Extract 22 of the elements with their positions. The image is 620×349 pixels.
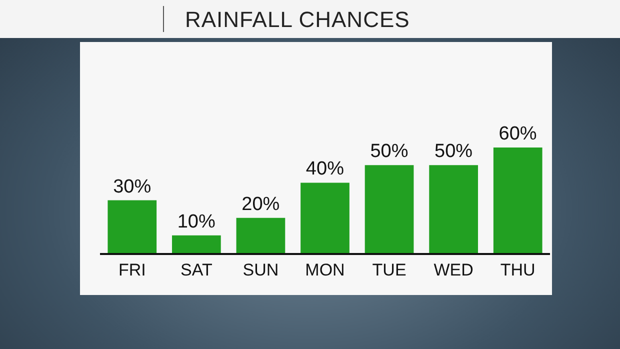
data-label: 30% — [113, 176, 152, 198]
data-label: 20% — [242, 194, 280, 215]
data-label: 40% — [306, 158, 344, 180]
chart-title: RAINFALL CHANCES — [185, 7, 410, 33]
bar — [236, 218, 286, 253]
x-tick-label: MON — [305, 260, 345, 280]
data-label: 60% — [498, 124, 537, 145]
x-tick-label: FRI — [118, 260, 146, 280]
x-tick-label: SAT — [180, 260, 212, 280]
bar — [108, 200, 157, 253]
bar — [429, 165, 478, 253]
data-label: 50% — [434, 141, 473, 162]
data-label: 10% — [177, 211, 216, 232]
x-tick-label: TUE — [372, 260, 406, 280]
bar — [364, 165, 414, 253]
bar — [493, 148, 542, 253]
bar — [300, 182, 350, 253]
x-tick-label: THU — [500, 260, 536, 280]
x-tick-label: SUN — [242, 260, 279, 280]
data-label: 50% — [370, 141, 408, 162]
x-tick-label: WED — [434, 260, 474, 280]
bar — [172, 235, 221, 253]
